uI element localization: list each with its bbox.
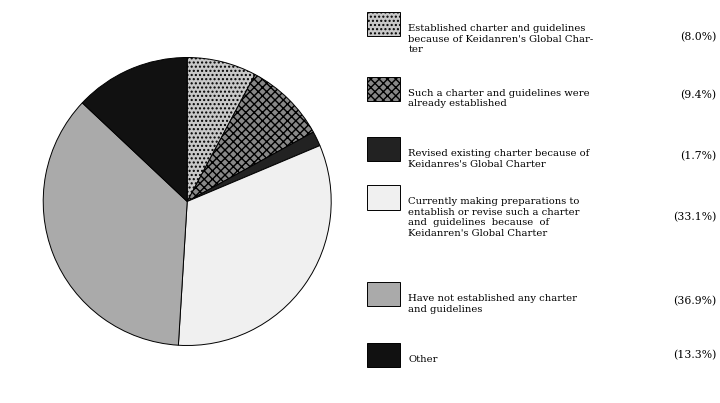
Text: Have not established any charter
and guidelines: Have not established any charter and gui… — [408, 294, 577, 314]
Wedge shape — [43, 103, 187, 345]
Text: Established charter and guidelines
because of Keidanren's Global Char-
ter: Established charter and guidelines becau… — [408, 24, 593, 54]
Wedge shape — [187, 58, 255, 201]
Text: Currently making preparations to
entablish or revise such a charter
and  guideli: Currently making preparations to entabli… — [408, 197, 580, 238]
Wedge shape — [179, 145, 331, 345]
Text: (13.3%): (13.3%) — [673, 349, 716, 360]
Text: Other: Other — [408, 355, 438, 364]
Text: Such a charter and guidelines were
already established: Such a charter and guidelines were alrea… — [408, 89, 590, 108]
Wedge shape — [187, 75, 313, 202]
Text: (8.0%): (8.0%) — [680, 32, 716, 43]
Wedge shape — [82, 58, 187, 201]
Text: Revised existing charter because of
Keidanres's Global Charter: Revised existing charter because of Keid… — [408, 149, 590, 168]
Wedge shape — [187, 132, 320, 202]
Text: (9.4%): (9.4%) — [680, 90, 716, 100]
Text: (1.7%): (1.7%) — [680, 151, 716, 161]
Text: (36.9%): (36.9%) — [673, 296, 716, 306]
Text: (33.1%): (33.1%) — [673, 212, 716, 222]
